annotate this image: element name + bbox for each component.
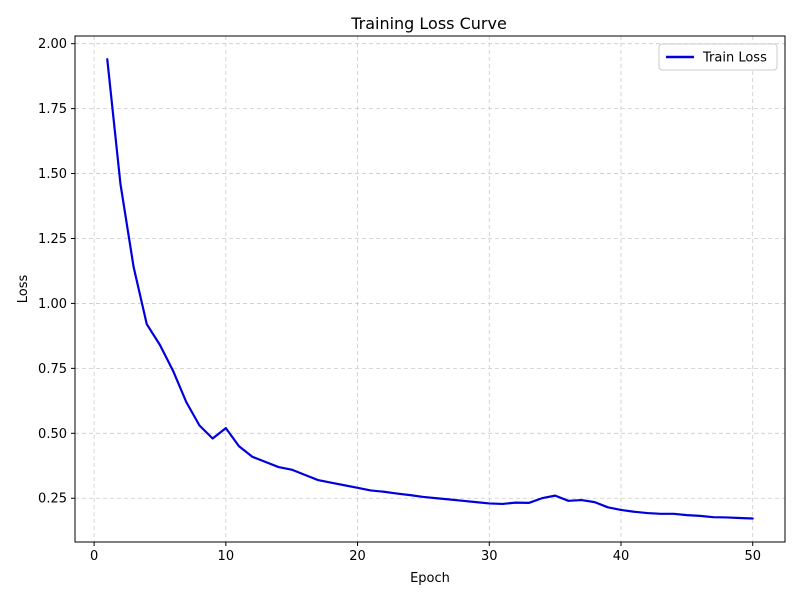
x-tick-label: 20 [349,549,366,564]
y-tick-label: 2.00 [38,37,67,52]
x-tick-label: 30 [481,549,498,564]
x-tick-label: 40 [613,549,630,564]
y-tick-label: 0.25 [38,492,67,507]
y-tick-label: 1.75 [38,102,67,117]
y-tick-label: 0.50 [38,427,67,442]
y-tick-label: 1.00 [38,297,67,312]
legend: Train Loss [658,43,778,71]
y-axis-ticks: 0.25 0.50 0.75 1.00 1.25 1.50 1.75 2.00 [38,37,75,507]
y-axis-label: Loss [16,275,31,304]
series-line-train-loss [106,58,754,520]
y-tick-label: 0.75 [38,362,67,377]
x-tick-label: 0 [90,549,98,564]
series-layer [106,58,754,520]
plot-frame [74,35,786,543]
x-tick-label: 10 [218,549,235,564]
x-tick-label: 50 [744,549,761,564]
legend-label-train-loss: Train Loss [702,51,767,66]
x-axis-label: Epoch [410,571,450,586]
y-tick-label: 1.25 [38,232,67,247]
legend-box [658,43,778,71]
chart-title: Training Loss Curve [350,14,507,33]
x-axis-ticks: 0 10 20 30 40 50 [90,542,761,564]
y-tick-label: 1.50 [38,167,67,182]
